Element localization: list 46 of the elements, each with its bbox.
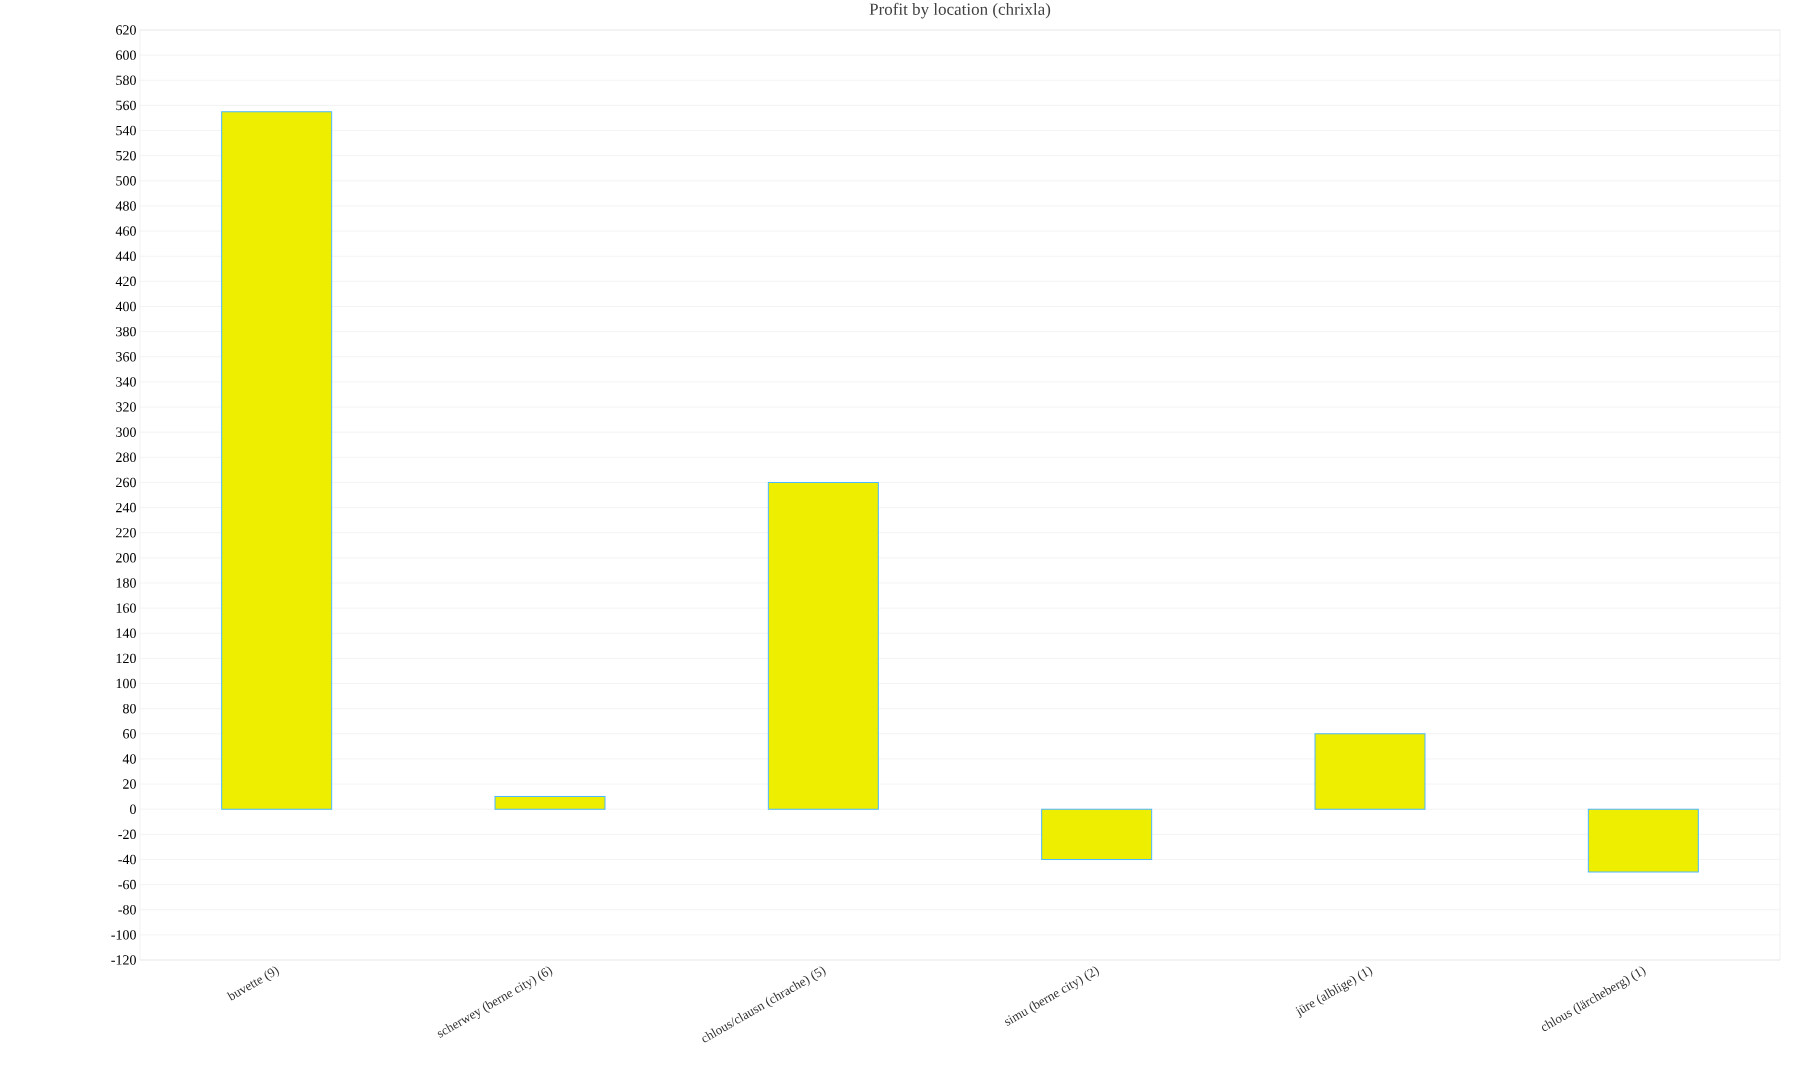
y-tick-label: 440 — [115, 251, 136, 261]
y-tick-label: 420 — [115, 276, 136, 287]
y-tick-label: 580 — [116, 75, 136, 85]
y-tick-label: 460 — [115, 226, 136, 236]
y-tick-label: 0 — [130, 804, 136, 814]
y-tick-label: 240 — [116, 502, 136, 513]
y-tick-label: 320 — [116, 402, 136, 412]
bar — [1587, 808, 1699, 873]
bar — [1041, 808, 1153, 860]
y-tick-label: 600 — [116, 50, 136, 60]
y-tick-label: -20 — [118, 829, 136, 840]
x-tick-label: simu (berne city) (2) — [1005, 966, 1099, 1026]
y-tick-label: 620 — [116, 25, 136, 35]
bar — [767, 481, 879, 810]
y-tick-label: 360 — [116, 352, 136, 362]
y-tick-label: 200 — [116, 553, 136, 563]
y-tick-label: 180 — [116, 578, 136, 588]
bar — [494, 796, 606, 810]
y-tick-label: 40 — [122, 754, 136, 764]
y-tick-label: 340 — [116, 377, 136, 387]
y-tick-label: 160 — [116, 603, 136, 613]
y-tick-label: 280 — [116, 452, 136, 463]
y-tick-label: 520 — [116, 150, 136, 161]
y-tick-label: 140 — [116, 628, 136, 638]
y-tick-label: -100 — [111, 930, 136, 940]
bar — [1314, 733, 1426, 810]
y-tick-label: 560 — [116, 100, 136, 111]
y-tick-label: 380 — [116, 326, 136, 337]
y-tick-label: 120 — [116, 653, 136, 664]
y-tick-label: 60 — [123, 729, 136, 739]
y-tick-label: -60 — [118, 879, 136, 890]
y-tick-label: 20 — [123, 779, 136, 789]
y-tick-label: 100 — [116, 678, 136, 689]
bar — [221, 111, 333, 810]
y-tick-label: 260 — [116, 477, 136, 488]
y-tick-label: 500 — [116, 176, 136, 186]
y-tick-label: -120 — [111, 955, 136, 965]
y-tick-label: 400 — [115, 301, 136, 312]
y-tick-label: -80 — [118, 905, 136, 915]
y-tick-label: 480 — [115, 201, 136, 211]
y-tick-label: 300 — [116, 427, 136, 437]
chart-title: Profit by location (chrixla) — [869, 2, 1051, 19]
y-tick-label: 540 — [116, 125, 136, 136]
y-tick-label: 220 — [116, 527, 136, 538]
y-tick-label: -40 — [118, 854, 136, 865]
y-tick-label: 80 — [123, 703, 136, 714]
